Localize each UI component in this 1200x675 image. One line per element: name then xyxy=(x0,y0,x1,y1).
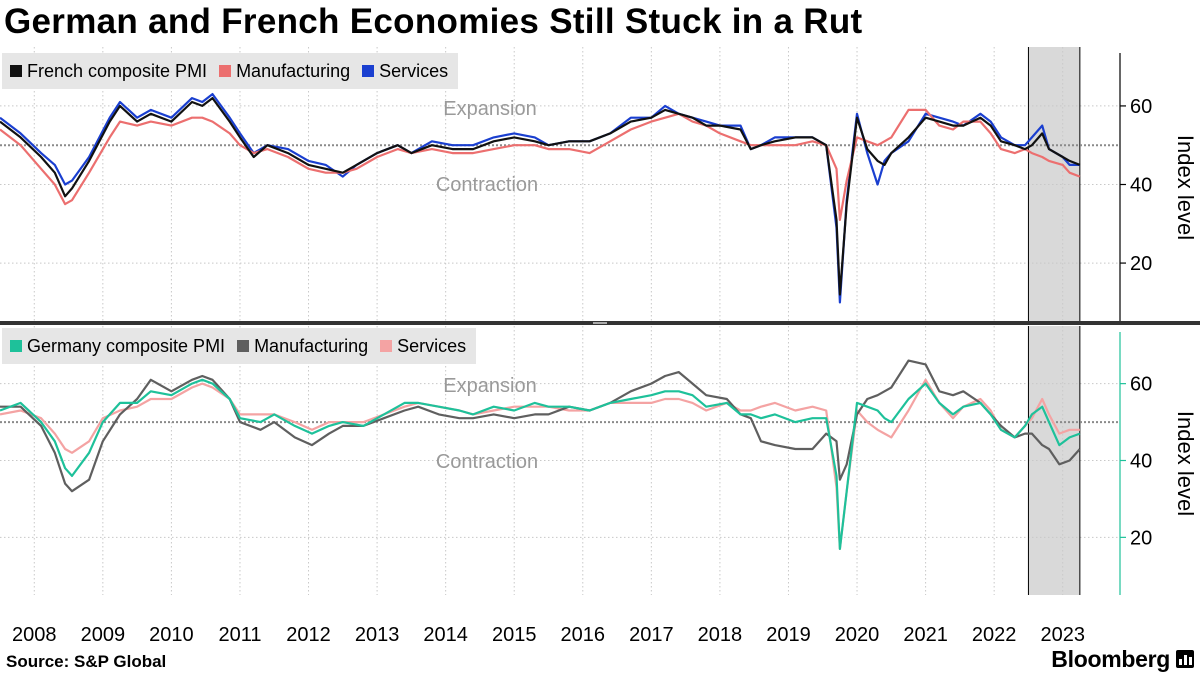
french-manufacturing-line xyxy=(0,108,1081,221)
legend-swatch-germany-manufacturing xyxy=(237,340,250,352)
bloomberg-bars-icon xyxy=(1176,650,1194,668)
legend-swatch-french-manufacturing xyxy=(219,65,232,77)
germany-panel: Expansion Contraction 20 40 60 Index level xyxy=(0,326,1198,595)
germany-manufacturing-line xyxy=(0,359,1081,493)
germany-y-tick-label: 40 xyxy=(1130,451,1152,473)
germany-y-axis-title: Index level xyxy=(1173,411,1198,516)
x-tick-label: 2020 xyxy=(835,624,880,646)
germany-services-line xyxy=(0,378,1080,550)
legend-swatch-germany-composite xyxy=(10,340,22,352)
germany-expansion-label: Expansion xyxy=(443,375,536,397)
legend-label-french-manufacturing: Manufacturing xyxy=(236,60,351,81)
x-tick-label: 2016 xyxy=(561,624,606,646)
x-tick-label: 2015 xyxy=(492,624,537,646)
x-tick-label: 2014 xyxy=(423,624,468,646)
legend-label-germany-composite: Germany composite PMI xyxy=(27,335,226,356)
french-y-tick-label: 40 xyxy=(1130,175,1152,197)
legend-item-french-services: Services xyxy=(362,61,448,82)
germany-y-tick-label: 60 xyxy=(1130,374,1152,396)
source-note: Source: S&P Global xyxy=(6,652,167,671)
legend-label-french-composite: French composite PMI xyxy=(27,60,208,81)
x-tick-label: 2010 xyxy=(149,624,194,646)
germany-contraction-label: Contraction xyxy=(436,451,538,473)
french-services-line xyxy=(0,93,1080,304)
legend-item-germany-composite: Germany composite PMI xyxy=(10,336,225,357)
french-y-axis-title: Index level xyxy=(1173,135,1198,240)
x-tick-label: 2013 xyxy=(355,624,400,646)
french-french-composite-pmi-line xyxy=(0,97,1081,296)
legend-swatch-french-services xyxy=(362,65,375,77)
legend-swatch-germany-services xyxy=(380,340,393,352)
x-tick-label: 2021 xyxy=(903,624,948,646)
legend-swatch-french-composite xyxy=(10,65,22,77)
germany-germany-composite-pmi-line xyxy=(0,378,1081,550)
french-contraction-label: Contraction xyxy=(436,174,538,196)
legend-bottom: Germany composite PMI Manufacturing Serv… xyxy=(2,328,477,364)
bloomberg-logo: Bloomberg xyxy=(1051,646,1170,672)
french-y-tick-label: 60 xyxy=(1130,96,1152,118)
germany-y-tick-label: 20 xyxy=(1130,527,1152,549)
legend-label-french-services: Services xyxy=(379,60,449,81)
french-y-tick-label: 20 xyxy=(1130,253,1152,275)
x-tick-label: 2019 xyxy=(766,624,811,646)
x-tick-label: 2009 xyxy=(81,624,126,646)
x-tick-label: 2012 xyxy=(286,624,331,646)
panel-resize-grip xyxy=(593,322,607,324)
legend-item-germany-services: Services xyxy=(380,336,466,357)
chart-title: German and French Economies Still Stuck … xyxy=(4,2,863,41)
legend-item-french-manufacturing: Manufacturing xyxy=(219,61,350,82)
x-tick-label: 2011 xyxy=(218,624,261,646)
x-tick-label: 2017 xyxy=(629,624,674,646)
x-tick-label: 2008 xyxy=(12,624,57,646)
legend-item-germany-manufacturing: Manufacturing xyxy=(237,336,368,357)
legend-label-germany-manufacturing: Manufacturing xyxy=(254,335,369,356)
french-expansion-label: Expansion xyxy=(443,98,536,120)
x-tick-label: 2018 xyxy=(698,624,743,646)
legend-top: French composite PMI Manufacturing Servi… xyxy=(2,53,459,89)
french-panel: Expansion Contraction 20 40 60 Index level xyxy=(0,47,1198,322)
x-tick-label: 2023 xyxy=(1040,624,1085,646)
legend-item-french-composite: French composite PMI xyxy=(10,61,207,82)
legend-label-germany-services: Services xyxy=(397,335,467,356)
x-tick-label: 2022 xyxy=(972,624,1017,646)
